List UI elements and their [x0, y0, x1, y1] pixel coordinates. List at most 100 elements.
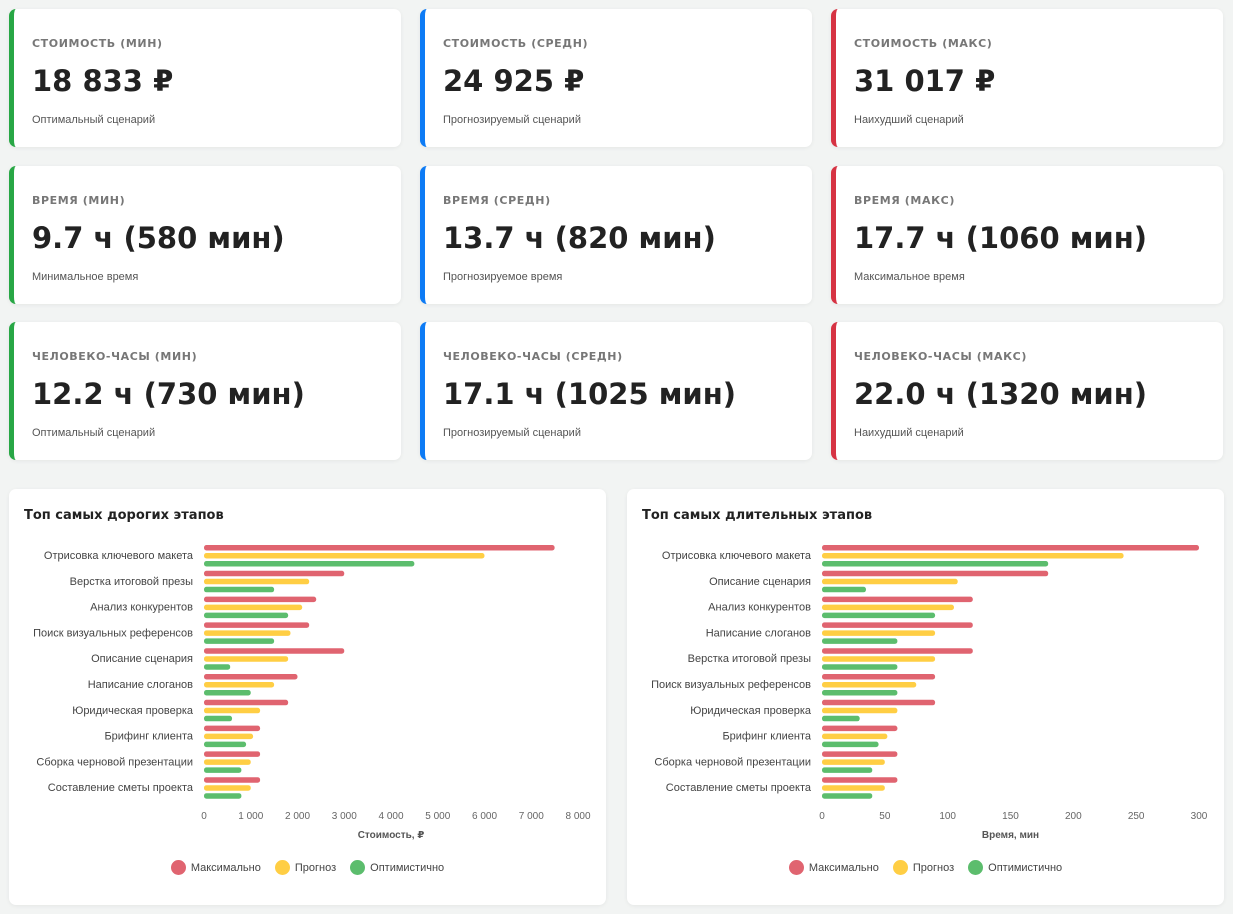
y-category-label: Описание сценария: [91, 653, 193, 665]
bar-optimistic[interactable]: [822, 741, 879, 748]
bar-max[interactable]: [822, 545, 1199, 551]
bar-forecast[interactable]: [204, 707, 261, 714]
bar-optimistic[interactable]: [822, 586, 866, 593]
x-tick-label: 6 000: [472, 811, 497, 822]
bar-max[interactable]: [822, 596, 973, 603]
card-time-max: ВРЕМЯ (МАКС) 17.7 ч (1060 мин) Максимально…: [831, 166, 1223, 304]
card-value: 12.2 ч (730 мин): [32, 377, 305, 411]
x-tick-label: 300: [1191, 811, 1208, 822]
y-category-label: Поиск визуальных референсов: [651, 679, 811, 691]
y-category-label: Верстка итоговой презы: [688, 653, 811, 665]
bar-optimistic[interactable]: [822, 612, 936, 619]
x-tick-label: 1 000: [238, 811, 263, 822]
bar-max[interactable]: [204, 777, 261, 783]
bar-optimistic[interactable]: [204, 612, 289, 619]
card-value: 17.7 ч (1060 мин): [854, 221, 1148, 255]
bar-forecast[interactable]: [204, 656, 289, 662]
bar-max[interactable]: [822, 751, 898, 757]
x-tick-label: 3 000: [332, 811, 357, 822]
bar-optimistic[interactable]: [204, 793, 242, 799]
legend-item-max[interactable]: Максимально: [788, 860, 879, 875]
bar-max[interactable]: [822, 648, 973, 654]
bar-forecast[interactable]: [204, 604, 303, 611]
card-label: СТОИМОСТЬ (СРЕДН): [443, 37, 589, 50]
bar-forecast[interactable]: [204, 682, 275, 688]
bar-optimistic[interactable]: [204, 664, 231, 670]
bar-max[interactable]: [204, 674, 298, 680]
bar-forecast[interactable]: [822, 785, 885, 791]
bar-max[interactable]: [822, 725, 898, 732]
bar-optimistic[interactable]: [822, 690, 898, 696]
bar-forecast[interactable]: [204, 759, 251, 765]
y-category-label: Отрисовка ключевого макета: [662, 550, 812, 562]
bar-max[interactable]: [822, 570, 1049, 577]
card-label: ЧЕЛОВЕКО-ЧАСЫ (МИН): [32, 350, 198, 363]
x-tick-label: 4 000: [378, 811, 403, 822]
time-chart: 0 50 100 150 200 250 300 Время, мин Отрисовка кл…: [651, 545, 1208, 841]
bar-optimistic[interactable]: [204, 638, 275, 644]
card-manhours-avg: ЧЕЛОВЕКО-ЧАСЫ (СРЕДН) 17.1 ч (1025 мин) Пр…: [420, 322, 812, 460]
bar-forecast[interactable]: [204, 785, 251, 791]
bar-forecast[interactable]: [822, 553, 1124, 559]
x-axis-title: Стоимость, ₽: [358, 830, 425, 841]
y-category-label: Написание слоганов: [706, 627, 811, 639]
legend-label: Максимально: [808, 861, 879, 874]
bar-optimistic[interactable]: [204, 690, 251, 696]
bar-forecast[interactable]: [822, 682, 917, 688]
bar-max[interactable]: [204, 648, 345, 654]
bar-max[interactable]: [822, 777, 898, 783]
bar-optimistic[interactable]: [822, 664, 898, 670]
bar-forecast[interactable]: [822, 759, 885, 765]
bar-forecast[interactable]: [822, 578, 958, 585]
bar-max[interactable]: [204, 751, 261, 757]
legend-item-optimistic[interactable]: Оптимистично: [350, 860, 444, 875]
legend-item-max[interactable]: Максимально: [170, 860, 261, 875]
y-category-label: Поиск визуальных референсов: [33, 627, 193, 639]
bar-max[interactable]: [204, 725, 261, 732]
bar-max[interactable]: [204, 545, 555, 551]
bar-max[interactable]: [204, 570, 345, 577]
legend-swatch: [274, 860, 290, 875]
card-label: СТОИМОСТЬ (МАКС): [854, 37, 993, 50]
bar-forecast[interactable]: [204, 630, 291, 636]
bar-forecast[interactable]: [822, 630, 936, 636]
legend-label: Оптимистично: [370, 861, 445, 874]
bar-forecast[interactable]: [822, 733, 888, 740]
bar-optimistic[interactable]: [204, 715, 233, 722]
legend-item-optimistic[interactable]: Оптимистично: [968, 860, 1062, 875]
bar-optimistic[interactable]: [822, 793, 873, 799]
card-cost-max: СТОИМОСТЬ (МАКС) 31 017 ₽ Наихудший сценар…: [831, 9, 1223, 147]
bar-optimistic[interactable]: [822, 715, 860, 722]
chart-title: Топ самых дорогих этапов: [24, 508, 224, 523]
x-tick-label: 100: [939, 811, 956, 822]
bar-optimistic[interactable]: [204, 586, 275, 593]
bar-optimistic[interactable]: [204, 767, 242, 773]
card-label: ЧЕЛОВЕКО-ЧАСЫ (МАКС): [854, 350, 1027, 363]
bar-max[interactable]: [822, 622, 973, 628]
bar-forecast[interactable]: [204, 578, 310, 585]
bar-optimistic[interactable]: [822, 638, 898, 644]
bar-optimistic[interactable]: [204, 561, 415, 567]
card-label: ВРЕМЯ (МИН): [32, 194, 126, 207]
bar-forecast[interactable]: [204, 733, 254, 740]
x-tick-label: 250: [1128, 811, 1145, 822]
bar-forecast[interactable]: [204, 553, 485, 559]
bar-forecast[interactable]: [822, 707, 898, 714]
bar-optimistic[interactable]: [204, 741, 247, 748]
x-tick-label: 50: [879, 811, 891, 822]
legend-item-forecast[interactable]: Прогноз: [274, 860, 336, 875]
bar-max[interactable]: [822, 699, 936, 706]
card-value: 24 925 ₽: [443, 64, 585, 98]
bar-max[interactable]: [204, 622, 310, 628]
bar-max[interactable]: [204, 699, 289, 706]
card-subtitle: Наихудший сценарий: [854, 114, 964, 126]
bar-max[interactable]: [822, 674, 936, 680]
bar-max[interactable]: [204, 596, 317, 603]
bar-optimistic[interactable]: [822, 767, 873, 773]
bar-forecast[interactable]: [822, 656, 936, 662]
legend-item-forecast[interactable]: Прогноз: [892, 860, 955, 875]
legend-swatch: [350, 860, 366, 875]
bar-forecast[interactable]: [822, 604, 954, 611]
legend-label: Прогноз: [912, 861, 955, 874]
bar-optimistic[interactable]: [822, 561, 1049, 567]
